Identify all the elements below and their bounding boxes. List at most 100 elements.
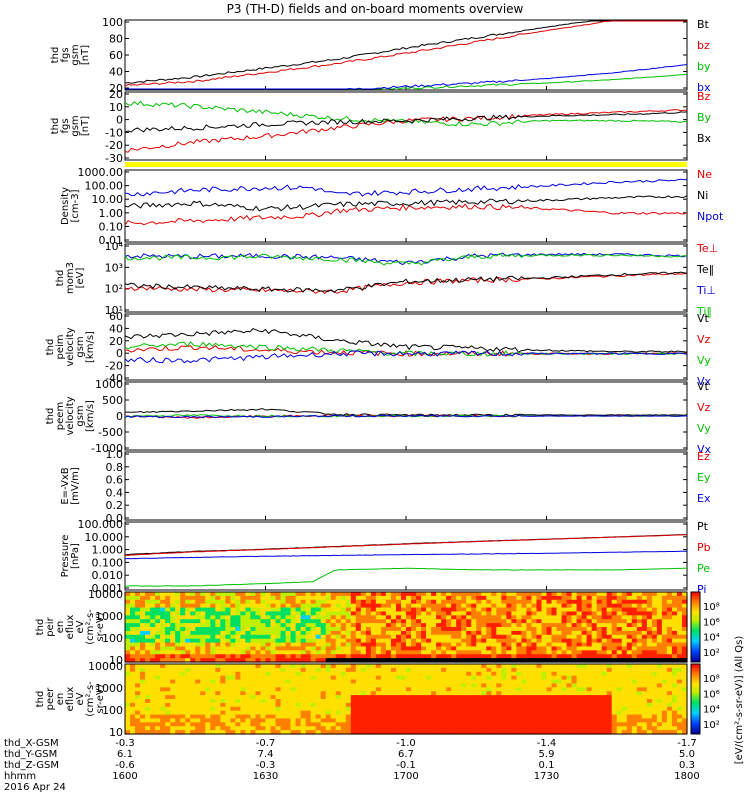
- spectrogram-cell: [185, 615, 191, 620]
- spectrogram-cell: [265, 603, 272, 609]
- spectrogram-cell: [165, 702, 171, 708]
- spectrogram-cell: [340, 623, 347, 628]
- spectrogram-cell: [230, 695, 236, 700]
- spectrogram-cell: [130, 702, 136, 708]
- spectrogram-cell: [305, 646, 312, 651]
- spectrogram-cell: [230, 630, 236, 636]
- spectrogram-cell: [255, 699, 262, 704]
- spectrogram-cell: [606, 722, 613, 727]
- spectrogram-cell: [165, 607, 171, 613]
- spectrogram-cell: [606, 630, 613, 636]
- spectrogram-cell: [561, 714, 568, 720]
- panel-frame: [124, 521, 688, 591]
- spectrogram-cell: [486, 611, 492, 616]
- spectrogram-cell: [681, 599, 688, 605]
- spectrogram-cell: [581, 627, 588, 632]
- spectrogram-cell: [661, 634, 668, 640]
- spectrogram-cell: [230, 679, 236, 685]
- spectrogram-cell: [250, 638, 257, 644]
- y-label-line: mom3: [65, 262, 76, 294]
- spectrogram-cell: [160, 650, 166, 655]
- spectrogram-cell: [125, 642, 131, 648]
- spectrogram-cell: [175, 679, 181, 685]
- spectrogram-cell: [380, 714, 387, 720]
- spectrogram-cell: [200, 634, 206, 640]
- spectrogram-cell: [436, 630, 442, 636]
- spectrogram-cell: [556, 679, 563, 685]
- spectrogram-cell: [606, 699, 613, 704]
- spectrogram-cell: [125, 691, 131, 696]
- spectrogram-cell: [461, 671, 467, 677]
- spectrogram-cell: [180, 691, 186, 696]
- spectrogram-cell: [566, 611, 573, 616]
- spectrogram-cell: [496, 726, 502, 731]
- spectrogram-cell: [360, 699, 367, 704]
- spectrogram-cell: [486, 630, 492, 636]
- spectrogram-cell: [586, 675, 593, 681]
- spectrogram-cell: [230, 675, 236, 681]
- spectrogram-cell: [526, 664, 533, 669]
- spectrogram-cell: [360, 675, 367, 681]
- spectrogram-cell: [240, 599, 247, 605]
- spectrogram-cell: [621, 607, 628, 613]
- spectrogram-cell: [626, 619, 633, 624]
- spectrogram-cell: [175, 654, 181, 659]
- spectrogram-cell: [385, 714, 392, 720]
- spectrogram-cell: [581, 603, 588, 609]
- spectrogram-cell: [200, 695, 206, 700]
- spectrogram-cell: [305, 630, 312, 636]
- spectrogram-cell: [681, 630, 688, 636]
- spectrogram-cell: [235, 706, 242, 712]
- spectrogram-cell: [591, 638, 598, 644]
- spectrogram-cell: [586, 592, 593, 597]
- spectrogram-cell: [666, 603, 673, 609]
- spectrogram-cell: [516, 658, 523, 663]
- spectrogram-cell: [125, 630, 131, 636]
- spectrogram-cell: [431, 642, 437, 648]
- spectrogram-cell: [190, 722, 196, 727]
- spectrogram-cell: [360, 664, 367, 669]
- spectrogram-cell: [521, 646, 528, 651]
- spectrogram-cell: [446, 714, 452, 720]
- spectrogram-cell: [250, 671, 257, 677]
- legend-bz: bz: [697, 39, 710, 52]
- spectrogram-cell: [481, 638, 487, 644]
- spectrogram-cell: [676, 650, 683, 655]
- spectrogram-cell: [255, 714, 262, 720]
- spectrogram-cell: [561, 638, 568, 644]
- spectrogram-cell: [591, 654, 598, 659]
- spectrogram-cell: [280, 718, 287, 723]
- spectrogram-cell: [360, 607, 367, 613]
- spectrogram-cell: [661, 714, 668, 720]
- spectrogram-cell: [140, 658, 146, 663]
- spectrogram-cell: [400, 726, 407, 731]
- spectrogram-cell: [235, 718, 242, 723]
- spectrogram-cell: [170, 658, 176, 663]
- spectrogram-cell: [426, 603, 432, 609]
- spectrogram-cell: [491, 691, 497, 696]
- spectrogram-cell: [295, 607, 302, 613]
- spectrogram-cell: [255, 654, 262, 659]
- spectrogram-cell: [481, 710, 487, 716]
- spectrogram-cell: [466, 671, 472, 677]
- spectrogram-cell: [416, 730, 422, 735]
- spectrogram-cell: [395, 718, 402, 723]
- spectrogram-cell: [471, 691, 477, 696]
- y-tick-label: 1000.00: [78, 166, 124, 179]
- spectrogram-cell: [165, 650, 171, 655]
- spectrogram-cell: [456, 627, 462, 632]
- spectrogram-cell: [496, 638, 502, 644]
- spectrogram-cell: [631, 650, 638, 655]
- spectrogram-cell: [466, 718, 472, 723]
- spectrogram-cell: [370, 592, 377, 597]
- y-label-line: thd: [35, 619, 46, 636]
- spectrogram-cell: [280, 699, 287, 704]
- spectrogram-cell: [195, 722, 201, 727]
- series-Npot: [124, 178, 688, 197]
- spectrogram-cell: [671, 607, 678, 613]
- spectrogram-cell: [340, 654, 347, 659]
- spectrogram-cell: [556, 634, 563, 640]
- spectrogram-cell: [451, 679, 457, 685]
- spectrogram-cell: [406, 630, 412, 636]
- spectrogram-cell: [436, 671, 442, 677]
